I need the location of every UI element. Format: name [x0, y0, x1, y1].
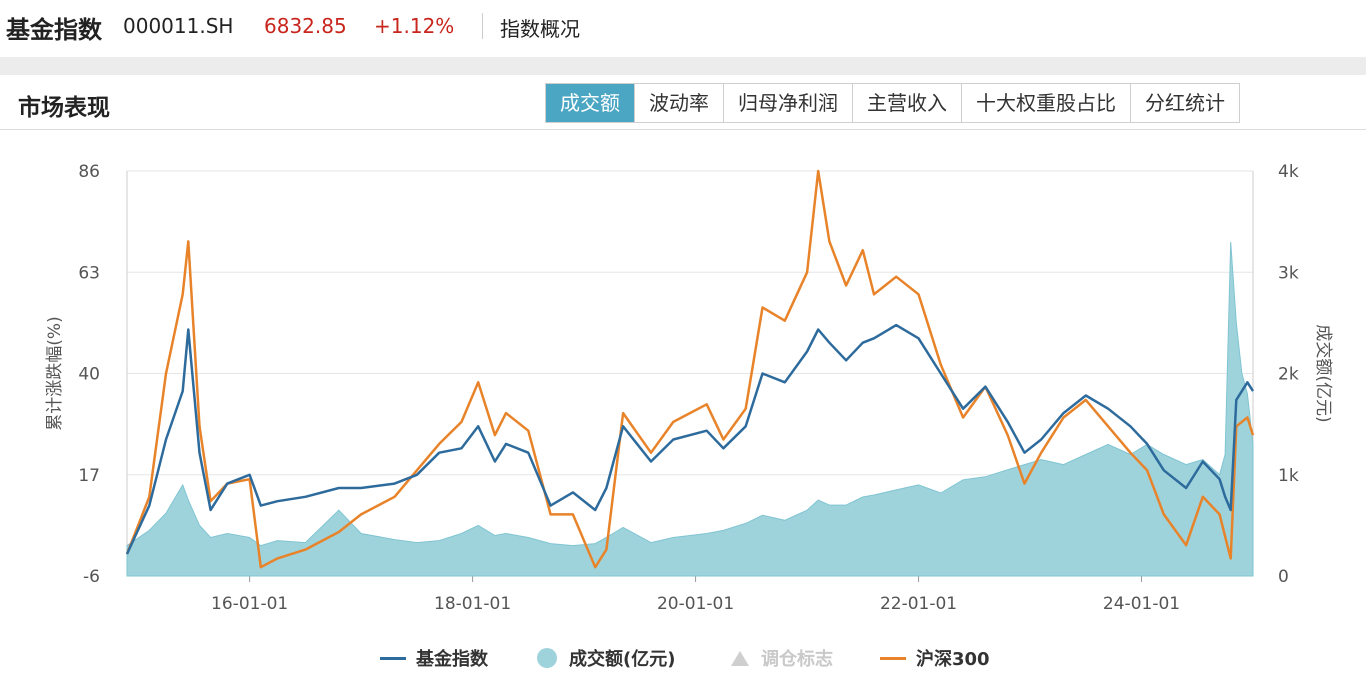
tab-bar: 成交额 波动率 归母净利润 主营收入 十大权重股占比 分红统计: [545, 83, 1240, 123]
legend-label-rebalance: 调仓标志: [761, 649, 833, 670]
index-code: 000011.SH: [123, 14, 234, 38]
legend-line-icon: [880, 656, 906, 660]
index-change: +1.12%: [374, 14, 455, 38]
legend-item-hs300[interactable]: 沪深300: [880, 644, 990, 672]
x-tick-label: 20-01-01: [657, 594, 734, 614]
left-tick-label: -6: [83, 567, 100, 587]
section-title: 市场表现: [18, 95, 110, 121]
legend-triangle-icon: [731, 650, 749, 666]
header-divider: [482, 13, 483, 39]
right-tick-label: 4k: [1278, 162, 1299, 182]
legend-item-rebalance[interactable]: 调仓标志: [731, 644, 833, 672]
left-tick-label: 17: [78, 466, 100, 486]
index-overview-link[interactable]: 指数概况: [500, 17, 580, 41]
right-tick-label: 3k: [1278, 263, 1299, 283]
legend-label-fund-index: 基金指数: [416, 649, 488, 670]
legend-label-hs300: 沪深300: [916, 649, 990, 670]
right-tick-label: 1k: [1278, 466, 1299, 486]
left-tick-label: 86: [78, 162, 100, 182]
tab-volatility[interactable]: 波动率: [634, 84, 723, 122]
left-axis-title: 累计涨跌幅(%): [45, 316, 65, 430]
left-tick-label: 40: [78, 365, 100, 385]
hs300-line: [125, 169, 1255, 569]
right-tick-label: 2k: [1278, 365, 1299, 385]
tab-revenue[interactable]: 主营收入: [852, 84, 961, 122]
legend-label-volume: 成交额(亿元): [569, 649, 676, 670]
left-tick-label: 63: [78, 263, 100, 283]
x-tick-label: 16-01-01: [211, 594, 288, 614]
tab-top10-weight[interactable]: 十大权重股占比: [961, 84, 1130, 122]
performance-chart[interactable]: 86 63 40 17 -6 0 1k 2k 3k 4k 16-01-01 18-01-01 20-01…: [0, 140, 1366, 640]
index-name: 基金指数: [6, 16, 102, 44]
legend-item-volume[interactable]: 成交额(亿元): [537, 644, 675, 672]
tab-net-profit[interactable]: 归母净利润: [723, 84, 852, 122]
volume-area: [126, 241, 1254, 577]
x-tick-label: 24-01-01: [1103, 594, 1180, 614]
section-separator: [0, 57, 1366, 75]
header: 基金指数 000011.SH 6832.85 +1.12% 指数概况: [0, 0, 1366, 55]
right-tick-label: 0: [1278, 567, 1289, 587]
right-axis-title: 成交额(亿元): [1313, 324, 1333, 422]
section-rule: [0, 129, 1366, 130]
chart-legend: 基金指数 成交额(亿元) 调仓标志 沪深300: [0, 644, 1366, 672]
tab-dividend[interactable]: 分红统计: [1130, 84, 1239, 122]
x-tick-label: 18-01-01: [434, 594, 511, 614]
index-price: 6832.85: [264, 14, 347, 38]
fund-index-line: [125, 323, 1255, 555]
x-tick-label: 22-01-01: [880, 594, 957, 614]
tab-volume[interactable]: 成交额: [546, 84, 634, 122]
legend-line-icon: [380, 656, 406, 660]
legend-dot-icon: [537, 648, 557, 668]
legend-item-fund-index[interactable]: 基金指数: [380, 644, 488, 672]
